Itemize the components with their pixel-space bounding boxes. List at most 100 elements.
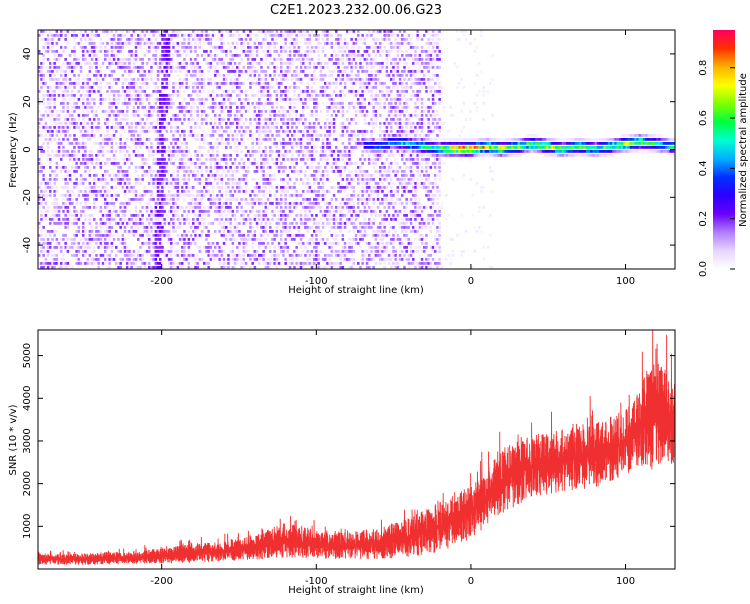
heatmap-cell <box>130 266 133 269</box>
heatmap-cell <box>363 202 367 205</box>
heatmap-cell <box>313 74 316 77</box>
heatmap-cell <box>227 266 230 269</box>
heatmap-cell <box>352 50 356 53</box>
heatmap-cell <box>315 34 318 37</box>
heatmap-cell <box>269 54 272 57</box>
heatmap-cell <box>90 250 94 253</box>
heatmap-cell <box>196 54 199 57</box>
heatmap-cell <box>200 34 204 37</box>
heatmap-cell <box>60 142 63 145</box>
heatmap-cell <box>139 58 142 61</box>
heatmap-cell <box>198 70 202 73</box>
heatmap-cell <box>119 206 122 209</box>
heatmap-cell <box>244 90 248 93</box>
heatmap-cell <box>73 82 76 85</box>
heatmap-cell <box>273 114 276 117</box>
heatmap-cell <box>40 66 43 69</box>
heatmap-cell <box>282 226 285 229</box>
heatmap-cell <box>97 210 100 213</box>
heatmap-cell <box>73 182 76 185</box>
heatmap-cell <box>137 98 140 101</box>
heatmap-cell <box>229 58 232 61</box>
heatmap-cell <box>354 54 358 57</box>
heatmap-cell <box>196 218 199 221</box>
heatmap-cell <box>88 222 92 225</box>
heatmap-cell <box>156 266 160 269</box>
heatmap-cell <box>139 146 142 149</box>
heatmap-cell <box>75 258 78 261</box>
heatmap-cell <box>231 250 235 253</box>
heatmap-cell <box>53 190 56 193</box>
heatmap-cell <box>304 154 307 157</box>
heatmap-cell <box>269 226 272 229</box>
heatmap-cell <box>209 134 213 137</box>
heatmap-cell <box>330 98 334 101</box>
heatmap-cell <box>216 142 219 145</box>
heatmap-cell <box>214 54 217 57</box>
heatmap-cell <box>139 90 142 93</box>
heatmap-cell <box>73 106 76 109</box>
heatmap-cell <box>196 170 199 173</box>
heatmap-cell <box>231 266 235 269</box>
heatmap-cell <box>343 170 347 173</box>
heatmap-cell <box>200 118 204 121</box>
heatmap-cell <box>288 66 292 69</box>
heatmap-cell <box>57 54 61 57</box>
heatmap-cell <box>253 258 257 261</box>
heatmap-cell <box>361 42 364 45</box>
heatmap-cell <box>159 258 162 261</box>
heatmap-cell <box>293 102 296 105</box>
heatmap-cell <box>319 94 323 97</box>
heatmap-cell <box>310 90 314 93</box>
heatmap-cell <box>258 142 261 145</box>
heatmap-cell <box>200 78 204 81</box>
heatmap-cell <box>51 38 54 41</box>
heatmap-cell <box>126 122 129 125</box>
heatmap-cell <box>68 102 72 105</box>
heatmap-cell <box>326 238 329 241</box>
heatmap-cell <box>284 214 287 217</box>
heatmap-cell <box>130 86 133 89</box>
heatmap-cell <box>64 150 67 153</box>
heatmap-cell <box>255 46 259 49</box>
heatmap-cell <box>104 74 107 77</box>
heatmap-cell <box>280 94 283 97</box>
heatmap-cell <box>62 46 65 49</box>
heatmap-cell <box>216 138 219 141</box>
heatmap-cell <box>183 142 186 145</box>
heatmap-cell <box>299 146 303 149</box>
heatmap-cell <box>57 82 61 85</box>
heatmap-cell <box>88 206 92 209</box>
heatmap-cell <box>88 94 92 97</box>
heatmap-cell <box>106 42 109 45</box>
heatmap-cell <box>255 70 259 73</box>
heatmap-cell <box>55 258 59 261</box>
heatmap-cell <box>161 226 164 229</box>
heatmap-cell <box>141 222 144 225</box>
heatmap-cell <box>49 246 52 249</box>
heatmap-cell <box>233 198 237 201</box>
heatmap-cell <box>288 150 292 153</box>
heatmap-cell <box>183 134 186 137</box>
heatmap-cell <box>282 50 285 53</box>
heatmap-cell <box>106 30 109 33</box>
heatmap-cell <box>346 182 349 185</box>
heatmap-cell <box>231 170 235 173</box>
heatmap-cell <box>233 62 237 65</box>
heatmap-cell <box>42 206 45 209</box>
heatmap-cell <box>277 150 281 153</box>
heatmap-cell <box>350 222 353 225</box>
heatmap-cell <box>313 170 316 173</box>
heatmap-cell <box>95 194 98 197</box>
heatmap-cell <box>161 146 164 149</box>
heatmap-cell <box>163 210 166 213</box>
heatmap-cell <box>328 214 331 217</box>
heatmap-cell <box>66 142 70 145</box>
heatmap-cell <box>251 198 254 201</box>
heatmap-cell <box>62 98 65 101</box>
heatmap-cell <box>73 146 76 149</box>
heatmap-cell <box>288 62 292 65</box>
heatmap-cell <box>326 134 329 137</box>
heatmap-cell <box>240 114 243 117</box>
heatmap-cell <box>161 118 164 121</box>
